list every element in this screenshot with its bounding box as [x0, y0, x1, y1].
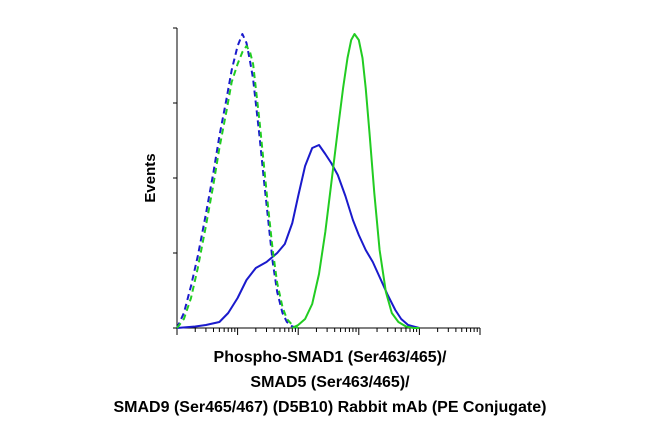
x-axis-label-line-2: SMAD5 (Ser463/465)/: [250, 374, 410, 391]
series-blue-dashed: [176, 33, 299, 329]
y-axis-label: Events: [142, 153, 159, 202]
x-axis-label-line-3: SMAD9 (Ser465/467) (D5B10) Rabbit mAb (P…: [114, 399, 547, 416]
x-axis-label-line-1: Phospho-SMAD1 (Ser463/465)/: [214, 349, 448, 366]
series-green-solid: [291, 33, 420, 329]
series-green-dashed: [176, 45, 299, 329]
